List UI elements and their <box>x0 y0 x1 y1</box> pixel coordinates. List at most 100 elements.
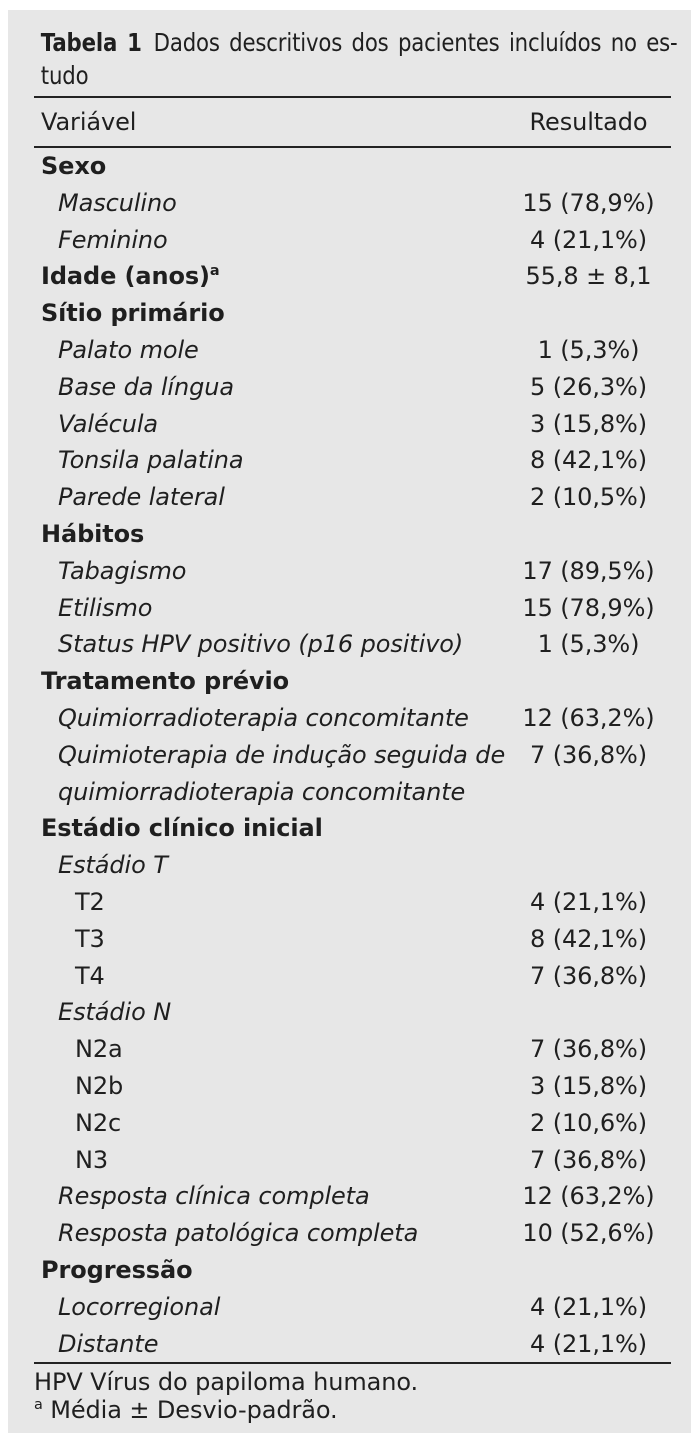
table-panel: Tabela 1 Dados descritivos dos pacientes … <box>8 10 691 1433</box>
row-label: Hábitos <box>41 519 145 548</box>
row-value: 7 (36,8%) <box>530 1145 647 1174</box>
row-value: 7 (36,8%) <box>530 961 647 990</box>
table-row: Tratamento prévio <box>34 663 671 700</box>
row-label: N2c <box>75 1108 122 1137</box>
row-value: 7 (36,8%) <box>530 740 647 769</box>
table-row: T3 8 (42,1%) <box>34 921 671 958</box>
row-label: Locorregional <box>58 1292 221 1321</box>
table-row: Resposta patológica completa 10 (52,6%) <box>34 1215 671 1252</box>
table-row: Quimioterapia de indução seguida de quim… <box>34 737 671 811</box>
row-label: N2a <box>75 1035 123 1064</box>
superscript-marker: a <box>209 263 220 280</box>
table-row: Palato mole 1 (5,3%) <box>34 332 671 369</box>
row-value: 55,8 ± 8,1 <box>525 262 652 291</box>
row-value: 12 (63,2%) <box>522 703 655 732</box>
table-caption: Tabela 1 Dados descritivos dos pacientes … <box>34 26 678 92</box>
row-value: 17 (89,5%) <box>522 556 655 585</box>
table-row: T2 4 (21,1%) <box>34 884 671 921</box>
row-label: Progressão <box>41 1255 193 1284</box>
row-value: 5 (26,3%) <box>530 372 647 401</box>
table-row: Estádio N <box>34 994 671 1031</box>
row-label: T2 <box>75 887 105 916</box>
row-value: 2 (10,6%) <box>530 1108 647 1137</box>
row-value: 4 (21,1%) <box>530 225 647 254</box>
row-value: 15 (78,9%) <box>522 593 655 622</box>
row-value: 3 (15,8%) <box>530 409 647 438</box>
row-value: 12 (63,2%) <box>522 1182 655 1211</box>
row-label: Masculino <box>58 188 177 217</box>
table-body: Sexo Masculino 15 (78,9%) Feminino 4 (21… <box>34 148 671 1362</box>
table-row: Valécula 3 (15,8%) <box>34 406 671 443</box>
row-label: Etilismo <box>58 593 153 622</box>
table-row: N2b 3 (15,8%) <box>34 1068 671 1105</box>
row-label: Quimiorradioterapia concomitante <box>58 703 469 732</box>
row-label: Parede lateral <box>58 483 225 512</box>
row-value: 4 (21,1%) <box>530 1292 647 1321</box>
table-row: N2a 7 (36,8%) <box>34 1031 671 1068</box>
table-row: Estádio T <box>34 847 671 884</box>
row-label: Estádio N <box>58 998 172 1027</box>
row-label: Resposta clínica completa <box>58 1182 370 1211</box>
row-label: Sexo <box>41 152 107 180</box>
row-value: 15 (78,9%) <box>522 188 655 217</box>
footnotes: HPV Vírus do papiloma humano. a Média ± … <box>34 1364 671 1424</box>
table-row: Status HPV positivo (p16 positivo) 1 (5,… <box>34 626 671 663</box>
row-label: Sítio primário <box>41 299 225 328</box>
table-row: Hábitos <box>34 516 671 553</box>
table-row: Progressão <box>34 1252 671 1289</box>
row-label: Valécula <box>58 409 159 438</box>
caption-line2: tudo <box>40 61 89 90</box>
rule-footnote <box>34 1362 671 1365</box>
table-row: Masculino 15 (78,9%) <box>34 185 671 222</box>
table-row: Tonsila palatina 8 (42,1%) <box>34 442 671 479</box>
table-row: Sítio primário <box>34 295 671 332</box>
row-label: Tratamento prévio <box>41 667 290 696</box>
table-row: T4 7 (36,8%) <box>34 958 671 995</box>
row-label: Resposta patológica completa <box>58 1219 419 1248</box>
caption-line1: Tabela 1 Dados descritivos dos pacientes … <box>41 26 678 59</box>
table-row: Quimiorradioterapia concomitante 12 (63,… <box>34 700 671 737</box>
row-label: Status HPV positivo (p16 positivo) <box>58 630 464 659</box>
row-label: Distante <box>58 1329 159 1358</box>
column-header-variable: Variável <box>41 108 137 136</box>
table-row: Estádio clínico inicial <box>34 810 671 847</box>
table-row: Parede lateral 2 (10,5%) <box>34 479 671 516</box>
table-row: Locorregional 4 (21,1%) <box>34 1289 671 1326</box>
table-row: Feminino 4 (21,1%) <box>34 222 671 259</box>
row-value: 1 (5,3%) <box>537 630 640 659</box>
row-label: Base da língua <box>58 372 234 401</box>
table-row: Etilismo 15 (78,9%) <box>34 590 671 627</box>
row-label: T3 <box>75 924 105 953</box>
row-value: 2 (10,5%) <box>530 483 647 512</box>
row-value: 4 (21,1%) <box>530 1329 647 1358</box>
row-value: 8 (42,1%) <box>530 446 647 475</box>
row-label: Tabagismo <box>58 556 187 585</box>
superscript-marker: a <box>34 1396 43 1413</box>
row-value: 10 (52,6%) <box>522 1219 655 1248</box>
row-label: Quimioterapia de indução seguida de quim… <box>58 740 506 806</box>
table-row: Distante 4 (21,1%) <box>34 1326 671 1363</box>
row-value: 7 (36,8%) <box>530 1035 647 1064</box>
row-label: N2b <box>75 1071 124 1100</box>
rule-top <box>34 96 671 98</box>
row-label: Tonsila palatina <box>58 446 244 475</box>
caption-label: Tabela 1 <box>40 28 142 57</box>
row-label: Idade (anos)a <box>41 262 220 291</box>
table-row: Idade (anos)a 55,8 ± 8,1 <box>34 258 671 295</box>
table-row: Tabagismo 17 (89,5%) <box>34 553 671 590</box>
row-value: 4 (21,1%) <box>530 887 647 916</box>
row-label: T4 <box>75 961 105 990</box>
table-row: N3 7 (36,8%) <box>34 1142 671 1179</box>
table-row: Base da língua 5 (26,3%) <box>34 369 671 406</box>
table-row: Sexo <box>34 148 671 185</box>
column-header-row: Variável Resultado <box>34 98 671 146</box>
rule-header-bottom <box>34 146 671 148</box>
row-label: Estádio T <box>58 851 168 880</box>
row-label: Estádio clínico inicial <box>41 814 323 843</box>
row-label: Palato mole <box>58 335 199 364</box>
footnote: a Média ± Desvio-padrão. <box>34 1395 338 1424</box>
footnote: HPV Vírus do papiloma humano. <box>34 1368 419 1397</box>
table-row: N2c 2 (10,6%) <box>34 1105 671 1142</box>
row-value: 8 (42,1%) <box>530 924 647 953</box>
